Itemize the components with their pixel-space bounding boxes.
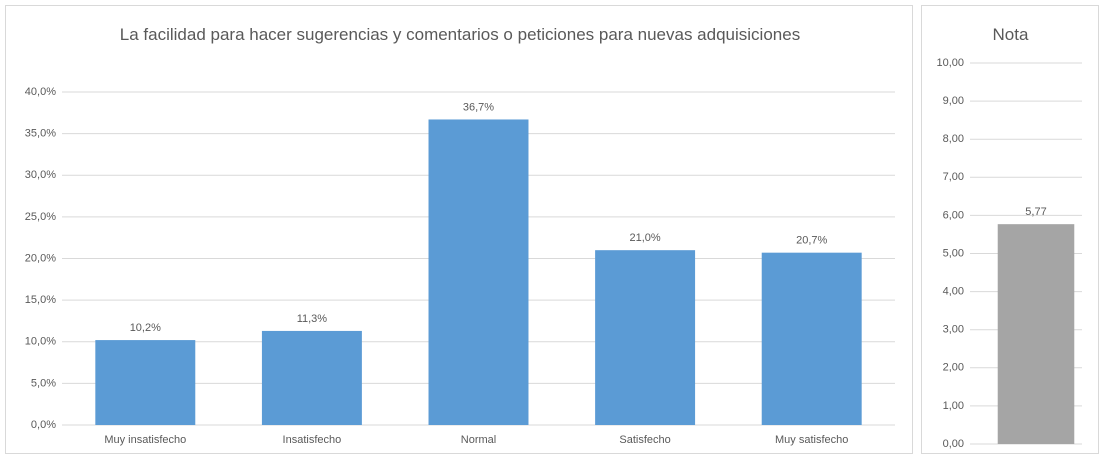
chart-frame	[921, 5, 1099, 454]
y-tick-label: 25,0%	[25, 211, 56, 223]
x-tick-label: Satisfecho	[619, 434, 670, 446]
y-tick-label: 4,00	[943, 286, 964, 298]
bar	[428, 119, 529, 425]
chart-title: La facilidad para hacer sugerencias y co…	[119, 25, 801, 44]
x-tick-label: Insatisfecho	[283, 434, 342, 446]
chart-frame	[5, 5, 913, 454]
bar	[997, 224, 1075, 444]
y-tick-label: 2,00	[943, 362, 964, 374]
y-tick-label: 6,00	[943, 209, 964, 221]
y-tick-label: 0,00	[943, 438, 964, 450]
bar	[95, 340, 196, 425]
y-tick-label: 9,00	[943, 95, 964, 107]
y-tick-label: 10,0%	[25, 336, 56, 348]
bar	[261, 330, 362, 425]
data-label: 21,0%	[629, 232, 660, 244]
y-tick-label: 0,0%	[31, 419, 56, 431]
data-label: 5,77	[1025, 206, 1046, 218]
bar	[761, 252, 862, 425]
chart-title: Nota	[992, 25, 1029, 44]
x-tick-label: Muy satisfecho	[775, 434, 848, 446]
data-label: 10,2%	[130, 322, 161, 334]
y-tick-label: 5,00	[943, 247, 964, 259]
y-tick-label: 1,00	[943, 400, 964, 412]
data-label: 20,7%	[796, 235, 827, 247]
data-label: 11,3%	[297, 313, 328, 325]
x-tick-label: Muy insatisfecho	[104, 434, 186, 446]
y-tick-label: 8,00	[943, 133, 964, 145]
y-tick-label: 20,0%	[25, 252, 56, 264]
y-tick-label: 30,0%	[25, 169, 56, 181]
y-tick-label: 5,0%	[31, 377, 56, 389]
y-tick-label: 7,00	[943, 171, 964, 183]
y-tick-label: 35,0%	[25, 128, 56, 140]
y-tick-label: 3,00	[943, 324, 964, 336]
x-tick-label: Normal	[461, 434, 496, 446]
data-label: 36,7%	[463, 101, 494, 113]
bar	[595, 250, 696, 425]
y-tick-label: 15,0%	[25, 294, 56, 306]
y-tick-label: 40,0%	[25, 86, 56, 98]
y-tick-label: 10,00	[936, 57, 964, 69]
